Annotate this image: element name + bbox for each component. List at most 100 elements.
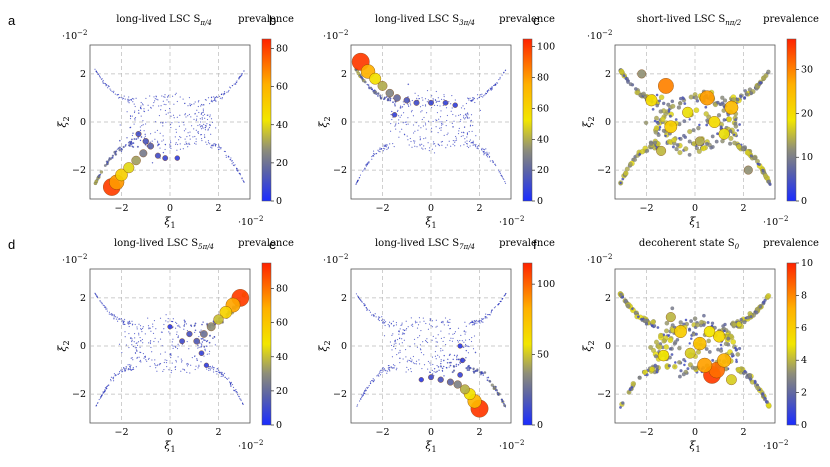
scatter-point-bg: [377, 374, 379, 376]
scatter-point-bg: [406, 135, 408, 137]
scatter-point-bg: [120, 148, 123, 151]
scatter-point-bg: [378, 316, 380, 318]
scatter-point-bg: [735, 358, 738, 361]
scatter-point-bg: [401, 322, 403, 324]
scatter-point-bg: [139, 360, 141, 362]
scatter-point-bg: [475, 370, 478, 372]
scatter-point-bg: [147, 109, 149, 111]
scatter-point-bg: [459, 362, 461, 364]
scatter-point-bg: [446, 362, 449, 364]
scatter-point-bg: [449, 364, 452, 367]
scatter-point-bg: [420, 352, 422, 354]
scatter-point-bg: [199, 126, 202, 128]
scatter-point-bg: [505, 69, 507, 71]
scatter-point-bg: [394, 105, 396, 107]
scatter-point-bg: [136, 145, 139, 148]
scatter-point-bg: [113, 380, 115, 382]
scatter-point-bg: [154, 98, 156, 100]
scatter-point-bg: [459, 361, 461, 363]
scatter-point-bg: [382, 367, 384, 369]
scatter-point-bg: [437, 143, 439, 145]
scatter-point-bg: [366, 386, 368, 389]
scatter-point-bg: [228, 89, 230, 92]
scatter-point-bg: [403, 339, 405, 341]
scatter-point-bg: [135, 97, 137, 99]
scatter-point-bg: [232, 162, 234, 164]
scatter-point-bg: [202, 115, 204, 117]
scatter-point-bg: [383, 147, 385, 149]
scatter-point-bg: [467, 345, 469, 347]
scatter-point-bg: [118, 343, 121, 345]
scatter-point-bg: [215, 100, 217, 102]
scatter-point-bg: [643, 120, 649, 125]
scatter-point-bg: [121, 369, 123, 371]
scatter-point-bg: [211, 365, 214, 367]
scatter-point-bg: [473, 144, 475, 146]
scatter-point-bg: [694, 332, 698, 336]
scatter-point-bg: [105, 85, 107, 87]
scatter-point-bg: [224, 93, 226, 95]
scatter-point-bg: [441, 98, 443, 100]
scatter-point-bg: [214, 344, 216, 346]
scatter-point-bg: [501, 175, 503, 177]
scatter-point-bg: [743, 89, 747, 93]
scatter-point-bg: [398, 333, 400, 335]
scatter-point-bg: [418, 98, 420, 100]
scatter-point: [135, 130, 142, 137]
scatter-point-bg: [186, 363, 188, 365]
scatter-point-bg: [140, 340, 142, 342]
scatter-point-bg: [220, 371, 222, 373]
scatter-point-bg: [489, 160, 491, 162]
scatter-point-bg: [630, 386, 634, 389]
scatter-point-bg: [758, 81, 762, 85]
scatter-point-bg: [128, 96, 130, 98]
scatter-point-bg: [398, 136, 400, 138]
scatter-point-bg: [705, 142, 709, 146]
scatter-point-bg: [621, 401, 625, 405]
scatter-point-bg: [421, 97, 423, 99]
scatter-point-bg: [499, 172, 501, 174]
scatter-point-bg: [188, 348, 190, 350]
panel-title-subscript: nπ/2: [725, 19, 741, 27]
scatter-point-bg: [170, 147, 172, 149]
scatter-point-bg: [101, 395, 103, 397]
scatter-point-bg: [666, 102, 671, 107]
scatter-point-bg: [216, 373, 218, 375]
scatter-point-bg: [460, 135, 462, 137]
scatter-point-bg: [415, 360, 418, 362]
scatter-point-bg: [135, 347, 138, 349]
scatter-point-bg: [448, 140, 450, 142]
scatter-point-bg: [414, 140, 416, 142]
scatter-point-bg: [169, 140, 171, 142]
scatter-point: [693, 336, 707, 351]
scatter-point-bg: [407, 104, 409, 106]
scatter-point-bg: [227, 156, 229, 158]
scatter-point-bg: [160, 122, 162, 124]
scatter-point-bg: [355, 183, 357, 185]
scatter-point-bg: [121, 321, 123, 323]
scatter-point-bg: [469, 125, 471, 127]
colorbar-tick-label: 10: [801, 258, 813, 269]
scatter-point-bg: [105, 308, 107, 310]
scatter-point-bg: [206, 123, 208, 125]
scatter-point-bg: [703, 111, 709, 117]
scatter-point-bg: [433, 368, 436, 370]
scatter-point-bg: [417, 129, 419, 131]
scatter-point-bg: [243, 181, 245, 183]
scatter-point-bg: [230, 384, 232, 387]
scatter-point-bg: [127, 142, 130, 144]
scatter-point-bg: [379, 374, 382, 376]
y-tick-label: 2: [341, 69, 347, 80]
scatter-point-bg: [465, 349, 467, 352]
scatter-point-bg: [736, 321, 742, 328]
scatter-point-bg: [377, 149, 379, 151]
scatter-point-bg: [465, 331, 467, 333]
scatter-point-bg: [709, 146, 713, 150]
scatter-point-bg: [437, 132, 439, 134]
scatter-point-bg: [695, 99, 700, 103]
scatter-point-bg: [634, 87, 638, 91]
scatter-point-bg: [124, 331, 126, 333]
scatter-point-bg: [469, 322, 471, 324]
scatter-point-bg: [187, 143, 189, 145]
scatter-point-bg: [449, 353, 451, 356]
